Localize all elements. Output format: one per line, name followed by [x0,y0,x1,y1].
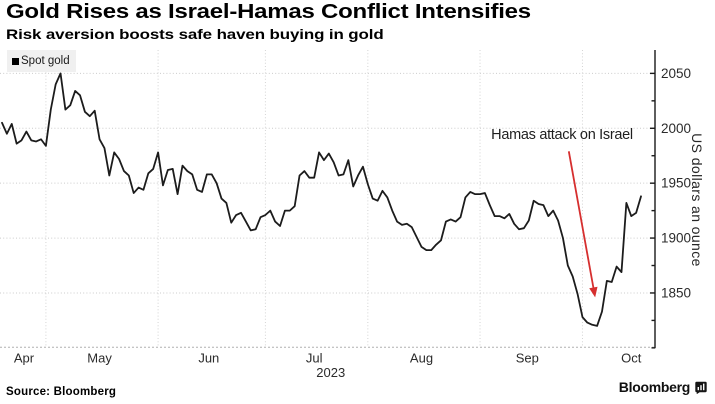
legend: Spot gold [7,50,76,72]
x-month-label: Sep [516,351,539,366]
legend-swatch-icon [12,57,19,65]
y-tick-label: 2050 [661,66,691,81]
bloomberg-logo: Bloomberg [619,379,707,395]
annotation-arrowhead [589,286,598,298]
y-tick-label: 1950 [661,176,691,191]
x-year-label: 2023 [316,365,345,380]
bloomberg-bug-icon [695,381,707,394]
y-tick-label: 1900 [661,231,691,246]
chart-subtitle: Risk aversion boosts safe haven buying i… [6,26,384,42]
x-month-label: Oct [621,351,642,366]
y-tick-label: 2000 [661,121,691,136]
annotation-arrow [567,151,595,290]
annotation-text: Hamas attack on Israel [491,127,633,143]
price-line [1,72,642,327]
bloomberg-wordmark: Bloomberg [618,379,691,395]
y-tick-label: 1850 [661,285,691,300]
x-month-label: Aug [410,351,433,366]
chart-title: Gold Rises as Israel-Hamas Conflict Inte… [6,1,531,23]
x-month-label: May [87,351,112,366]
x-month-label: Apr [14,351,35,366]
y-axis-title: US dollars an ounce [689,133,705,267]
x-month-label: Jun [198,351,219,366]
legend-label: Spot gold [21,55,70,67]
x-month-label: Jul [306,351,323,366]
source-credit: Source: Bloomberg [6,386,117,398]
